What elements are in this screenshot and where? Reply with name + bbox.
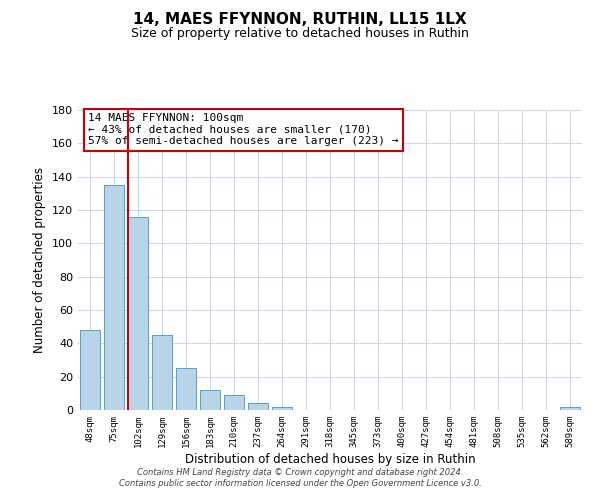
Bar <box>152 335 172 410</box>
Bar <box>128 216 148 410</box>
Text: Contains HM Land Registry data © Crown copyright and database right 2024.
Contai: Contains HM Land Registry data © Crown c… <box>119 468 481 487</box>
Bar <box>560 406 580 410</box>
Bar <box>272 406 292 410</box>
Text: Size of property relative to detached houses in Ruthin: Size of property relative to detached ho… <box>131 28 469 40</box>
Y-axis label: Number of detached properties: Number of detached properties <box>34 167 46 353</box>
Bar <box>104 185 124 410</box>
Bar <box>80 330 100 410</box>
Bar <box>176 368 196 410</box>
Bar <box>224 395 244 410</box>
Text: 14, MAES FFYNNON, RUTHIN, LL15 1LX: 14, MAES FFYNNON, RUTHIN, LL15 1LX <box>133 12 467 28</box>
Bar <box>200 390 220 410</box>
Bar <box>248 404 268 410</box>
Text: 14 MAES FFYNNON: 100sqm
← 43% of detached houses are smaller (170)
57% of semi-d: 14 MAES FFYNNON: 100sqm ← 43% of detache… <box>88 113 398 146</box>
X-axis label: Distribution of detached houses by size in Ruthin: Distribution of detached houses by size … <box>185 452 475 466</box>
